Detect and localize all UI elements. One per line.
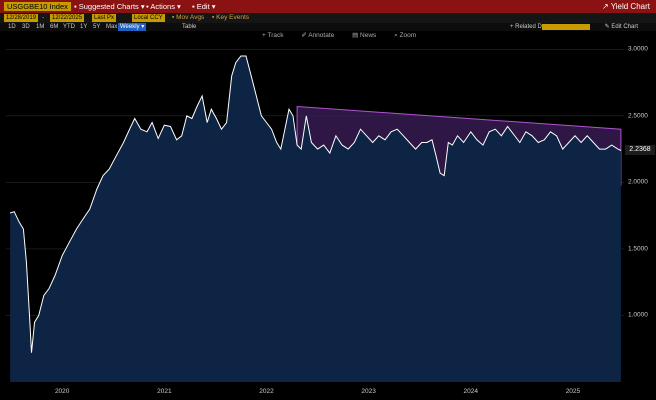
x-tick-label: 2025: [565, 388, 581, 395]
x-tick-label: 2024: [463, 388, 478, 395]
period-3d[interactable]: 3D: [22, 24, 30, 30]
related-dat-label: + Related Dat: [510, 24, 547, 30]
field-select[interactable]: Last Px: [92, 14, 117, 22]
period-1y[interactable]: 1Y: [80, 24, 88, 30]
series-line: [9, 55, 622, 353]
y-tick-label: 2.0000: [628, 178, 648, 186]
period-row: 1D 3D 1M 6M YTD 1Y 5Y Max Weekly ▾ Table…: [0, 23, 656, 31]
period-1m[interactable]: 1M: [36, 24, 45, 30]
last-value-label: 2.2368: [625, 145, 655, 156]
annotation-toolbar: + Track ✐ Annotate ▤ News ⌕ Zoom: [262, 31, 432, 40]
start-date-field[interactable]: 12/28/2019: [4, 14, 39, 22]
related-dat-field[interactable]: [542, 24, 590, 30]
x-tick-label: 2020: [54, 388, 70, 395]
key-events-toggle[interactable]: ▪ Key Events: [212, 14, 250, 21]
period-ytd[interactable]: YTD: [63, 24, 75, 30]
date-separator: -: [42, 14, 45, 21]
period-5y[interactable]: 5Y: [93, 24, 101, 30]
end-date-field[interactable]: 12/22/2025: [50, 14, 85, 22]
edit-menu[interactable]: ▪ Edit ▾: [192, 2, 216, 11]
y-tick-label: 2.5000: [628, 112, 648, 120]
title-bar: USGGBE10 Index ▪ Suggested Charts ▾ ▪ Ac…: [0, 0, 656, 13]
y-tick-label: 1.5000: [628, 245, 648, 253]
table-button[interactable]: Table: [182, 24, 197, 30]
chart-plot[interactable]: [6, 40, 624, 382]
x-tick-label: 2023: [361, 388, 376, 395]
period-1d[interactable]: 1D: [8, 24, 16, 30]
suggested-charts-menu[interactable]: ▪ Suggested Charts ▾: [74, 2, 145, 11]
news-tool[interactable]: ▤ News: [352, 32, 377, 39]
period-6m[interactable]: 6M: [50, 24, 59, 30]
mov-avgs-toggle[interactable]: ▪ Mov Avgs: [172, 14, 205, 21]
zoom-tool[interactable]: ⌕ Zoom: [394, 32, 417, 39]
series-area: [10, 56, 621, 382]
y-axis: 3.0000 2.5000 2.0000 1.5000 1.0000: [626, 40, 656, 382]
frequency-select[interactable]: Weekly ▾: [118, 23, 147, 31]
y-tick-label: 3.0000: [628, 45, 648, 53]
annotate-tool[interactable]: ✐ Annotate: [301, 32, 335, 39]
x-tick-label: 2021: [157, 388, 172, 395]
edit-chart-button[interactable]: ✎ Edit Chart: [604, 24, 638, 30]
yield-chart-button[interactable]: ↗ Yield Chart: [601, 2, 650, 11]
currency-select[interactable]: Local CCY: [132, 14, 165, 22]
ticker-field[interactable]: USGGBE10 Index: [4, 2, 71, 11]
x-axis: 2020 2021 2022 2023 2024 2025: [6, 386, 624, 400]
track-tool[interactable]: + Track: [262, 32, 284, 39]
x-tick-label: 2022: [259, 388, 274, 395]
period-max[interactable]: Max: [106, 24, 118, 30]
y-tick-label: 1.0000: [628, 311, 648, 319]
actions-menu[interactable]: ▪ Actions ▾: [146, 2, 181, 11]
controls-row: 12/28/2019 - 12/22/2025 Last Px Local CC…: [0, 13, 656, 23]
